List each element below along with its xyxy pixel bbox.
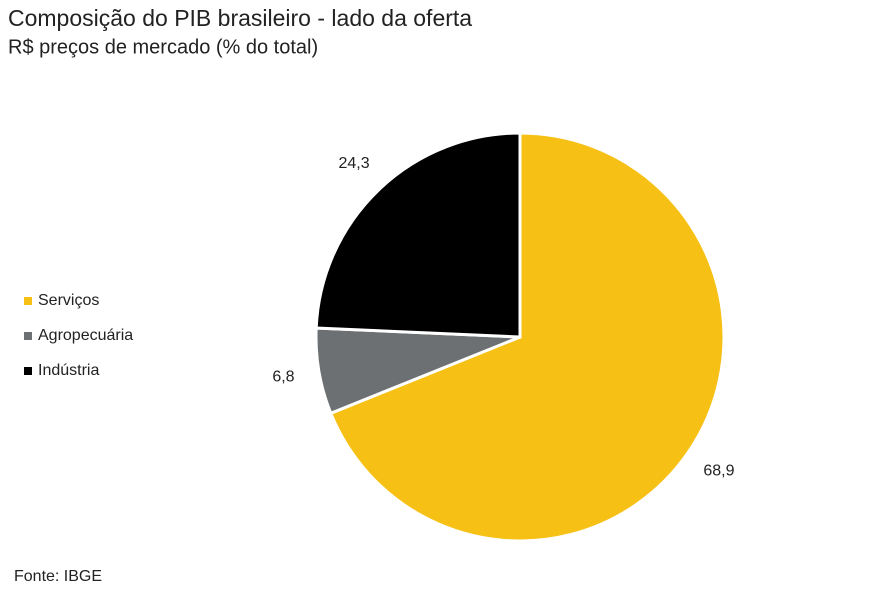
chart-subtitle: R$ preços de mercado (% do total)	[8, 36, 318, 58]
legend-swatch	[24, 297, 32, 305]
source: Fonte: IBGE	[14, 568, 102, 585]
legend-label: Indústria	[38, 362, 99, 379]
value-label: 24,3	[338, 155, 369, 172]
value-label: 68,9	[703, 462, 734, 479]
pie-slice	[328, 131, 726, 543]
legend-swatch	[24, 332, 32, 340]
pie-slice	[314, 131, 522, 339]
chart-title: Composição do PIB brasileiro - lado da o…	[8, 5, 472, 31]
legend-label: Serviços	[38, 292, 99, 309]
legend-label: Agropecuária	[38, 327, 133, 344]
value-label: 6,8	[272, 369, 294, 386]
legend-swatch	[24, 367, 32, 375]
